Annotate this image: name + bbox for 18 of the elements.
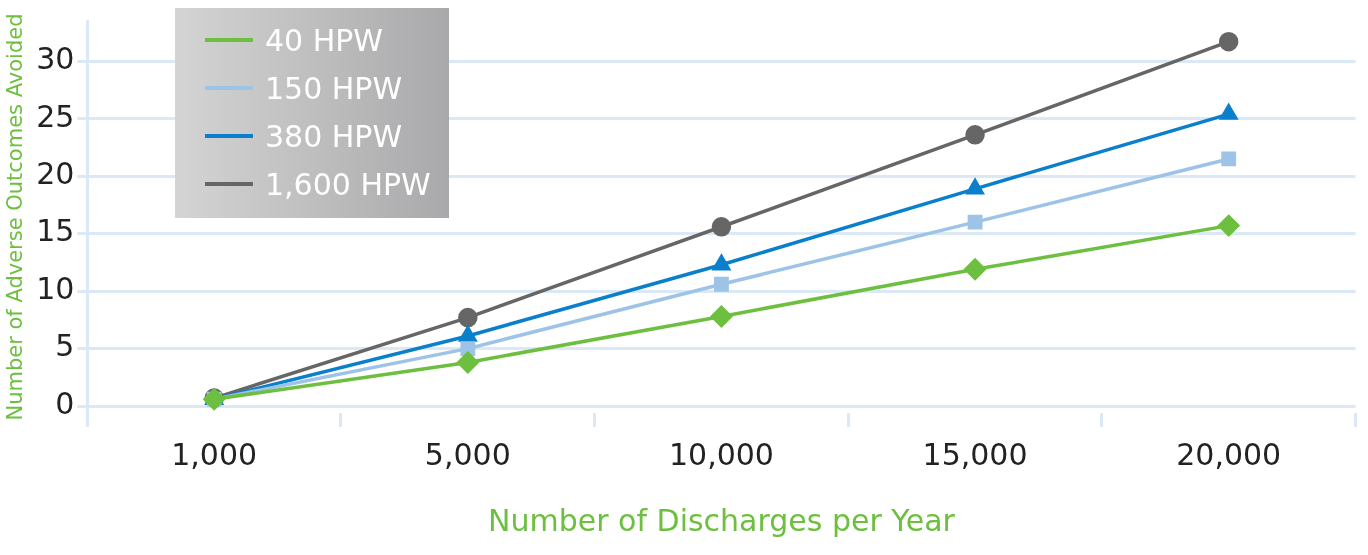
y-tick-label: 15 (36, 213, 75, 249)
y-tick-label: 30 (36, 41, 75, 77)
y-tick-label: 0 (55, 385, 75, 421)
x-tick-label: 5,000 (424, 436, 511, 472)
x-tick-label: 15,000 (922, 436, 1028, 472)
y-tick-label: 5 (55, 328, 75, 364)
x-tick-label: 1,000 (171, 436, 258, 472)
x-tick-label: 10,000 (668, 436, 774, 472)
legend-label: 150 HPW (265, 70, 403, 106)
legend-label: 40 HPW (265, 22, 384, 58)
y-axis-title: Number of Adverse Outcomes Avoided (3, 13, 28, 421)
legend-label: 380 HPW (265, 118, 403, 154)
x-tick-label: 20,000 (1176, 436, 1282, 472)
y-tick-label: 10 (36, 270, 75, 306)
legend-label: 1,600 HPW (265, 166, 431, 202)
x-axis-title: Number of Discharges per Year (488, 502, 956, 538)
y-tick-label: 25 (36, 98, 75, 134)
y-tick-label: 20 (36, 155, 75, 191)
